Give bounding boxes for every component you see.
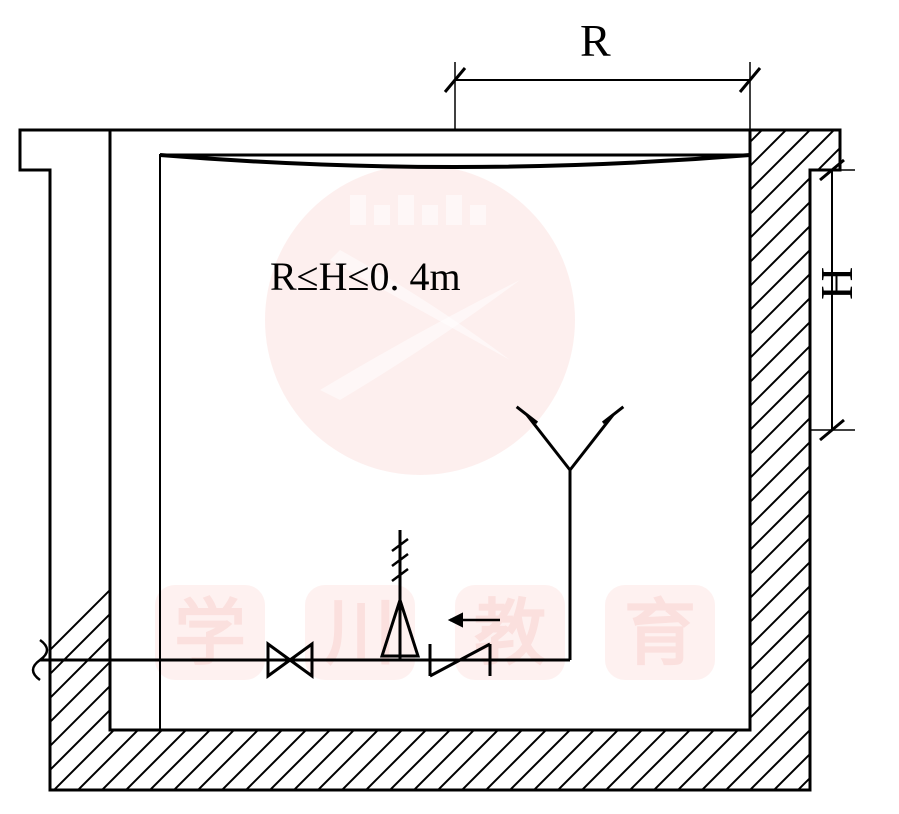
- formula-label: R≤H≤0. 4m: [270, 254, 461, 299]
- label-H: H: [811, 267, 862, 300]
- diagram-svg: 学川教育 R H R≤H≤0. 4m: [0, 0, 899, 814]
- svg-text:教: 教: [474, 594, 546, 674]
- svg-text:学: 学: [174, 594, 246, 674]
- svg-text:育: 育: [624, 594, 696, 674]
- label-R: R: [580, 15, 611, 66]
- svg-text:川: 川: [324, 594, 396, 674]
